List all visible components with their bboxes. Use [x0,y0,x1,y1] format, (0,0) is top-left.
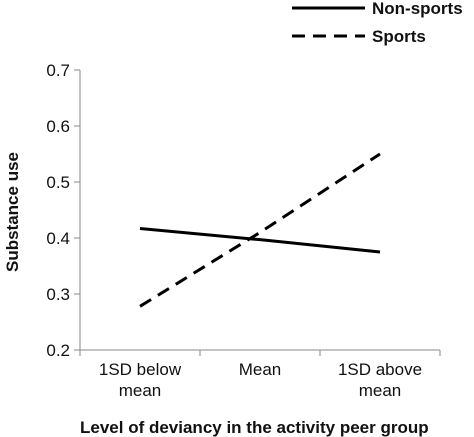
x-tick-label: 1SD below mean [99,360,182,400]
series-layer [139,152,381,308]
y-tick-label: 0.4 [46,229,70,248]
legend: Non-sports Sports [292,0,463,46]
y-tick-label: 0.6 [46,117,70,136]
series-line-sports [139,152,381,308]
y-tick-label: 0.5 [46,173,70,192]
y-axis-title: Substance use [3,152,22,272]
y-axis-ticks: 0.2 0.3 0.4 0.5 0.6 0.7 [46,61,80,360]
y-tick-label: 0.3 [46,285,70,304]
y-tick-label: 0.2 [46,341,70,360]
y-tick-label: 0.7 [46,61,70,80]
series-line-non-sports [139,226,381,254]
x-tick-label: Mean [239,360,282,379]
x-tick-label: 1SD above mean [338,360,422,400]
legend-label-sports: Sports [372,27,426,46]
x-axis-ticks: 1SD below mean Mean 1SD above mean [79,350,441,400]
legend-label-non-sports: Non-sports [372,0,463,18]
x-axis-title: Level of deviancy in the activity peer g… [80,418,429,437]
